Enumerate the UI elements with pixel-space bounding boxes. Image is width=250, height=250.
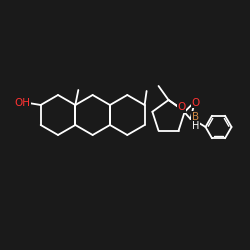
Text: O: O bbox=[178, 102, 186, 112]
Text: OH: OH bbox=[15, 98, 31, 108]
Text: B: B bbox=[192, 112, 199, 122]
Text: H: H bbox=[192, 121, 199, 131]
Text: O: O bbox=[192, 98, 200, 108]
